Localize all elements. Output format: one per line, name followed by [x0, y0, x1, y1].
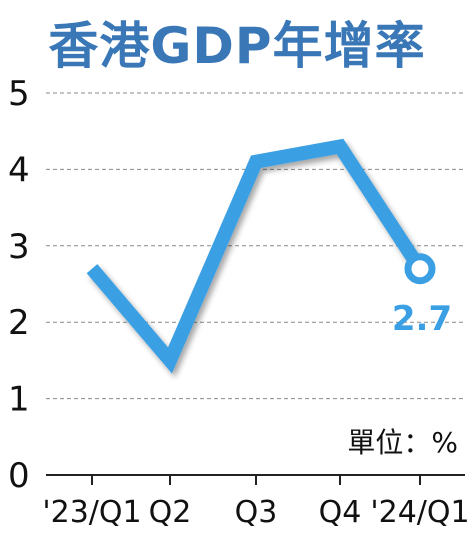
x-tick-label: Q2 — [149, 495, 192, 530]
x-tick-label: '23/Q1 — [42, 495, 141, 530]
y-tick-label: 2 — [8, 303, 30, 343]
axis-layer: 0 1 2 3 4 5 '23/Q1 Q2 Q3 Q4'24/Q1 — [8, 74, 470, 530]
x-tick-label: '24/Q1 — [370, 495, 469, 530]
chart-title: 香港GDP年增率 — [48, 17, 426, 75]
last-value-label: 2.7 — [392, 299, 452, 339]
series-layer — [86, 138, 436, 374]
last-point-marker — [404, 253, 436, 285]
series-line — [86, 138, 426, 374]
unit-label: 單位：% — [347, 426, 458, 459]
x-tick-label: Q3 — [235, 495, 278, 530]
y-tick-label: 0 — [8, 456, 30, 496]
y-tick-label: 5 — [8, 74, 30, 114]
y-tick-label: 1 — [8, 380, 30, 420]
x-tick-label: Q4 — [319, 495, 362, 530]
y-tick-label: 3 — [8, 227, 30, 267]
y-tick-label: 4 — [8, 150, 30, 190]
label-layer: 2.7 單位：% — [347, 299, 458, 459]
